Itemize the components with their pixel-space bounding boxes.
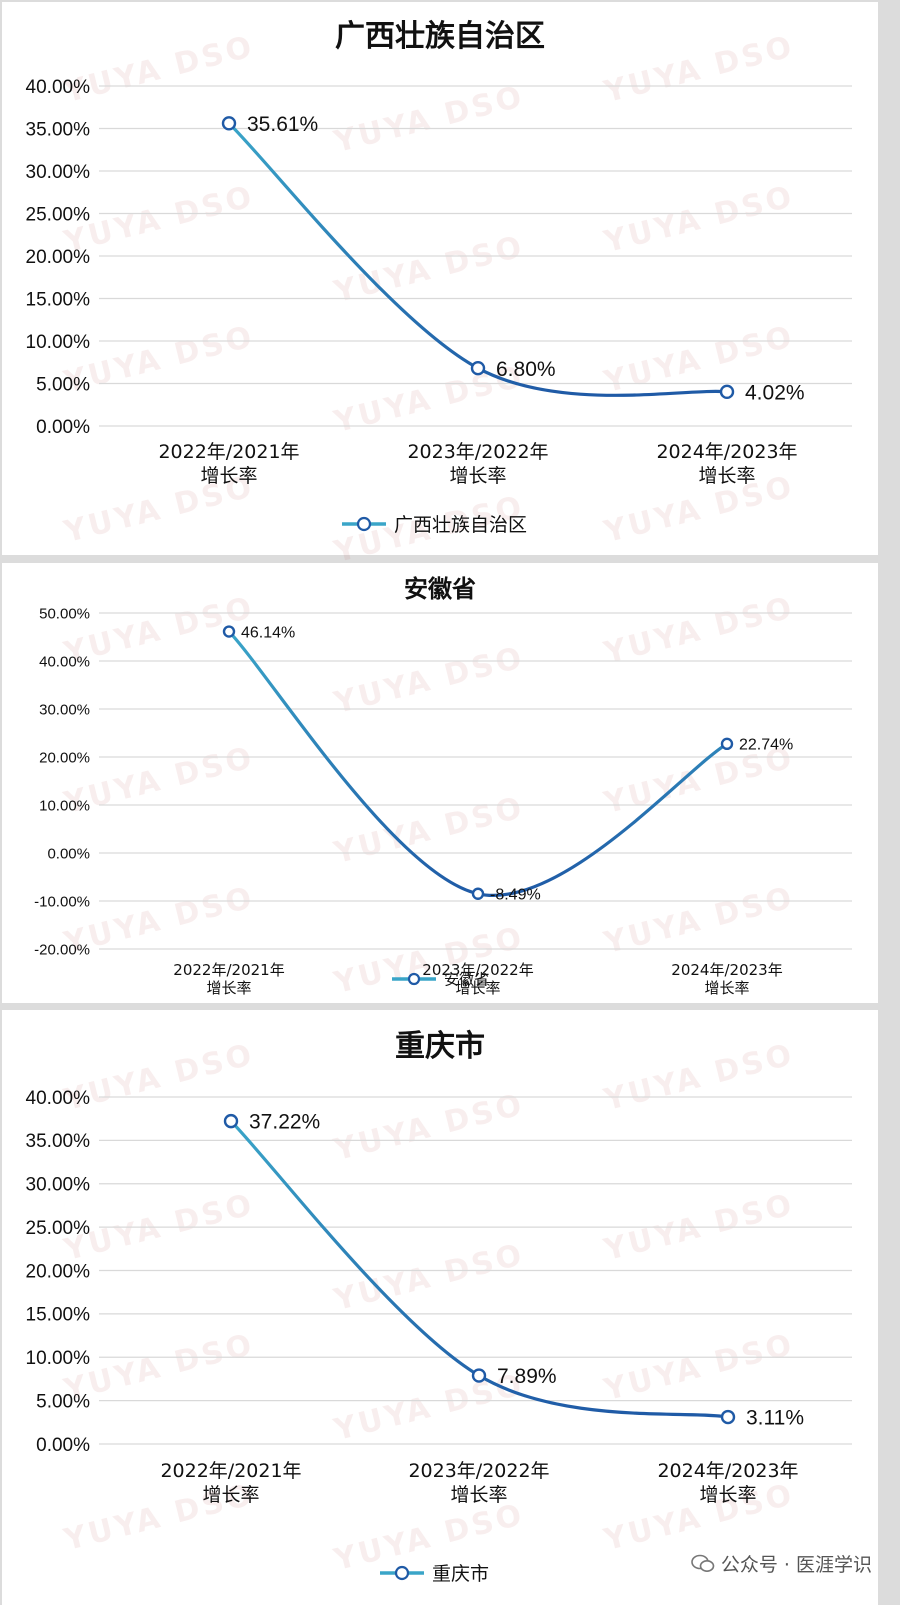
y-tick-label: 10.00%	[26, 332, 91, 353]
x-tick-label: 2022年/2021年	[158, 441, 299, 463]
legend-marker	[356, 516, 372, 532]
x-tick-label: 2024年/2023年	[657, 1460, 798, 1482]
data-label: 35.61%	[247, 113, 318, 136]
legend-marker	[407, 972, 421, 986]
legend-label: 重庆市	[432, 1563, 489, 1585]
data-point	[720, 737, 734, 751]
y-tick-label: 0.00%	[36, 417, 90, 438]
y-tick-label: 15.00%	[26, 1305, 91, 1326]
data-label: 3.11%	[746, 1407, 804, 1430]
x-tick-label: 2023年/2022年	[408, 1460, 549, 1482]
y-tick-label: 25.00%	[26, 1218, 91, 1239]
x-tick-label: 增长率	[450, 1484, 507, 1506]
data-point	[471, 887, 485, 900]
chart-panel-chongqing: YUYA DSO YUYA DSO YUYA DSO YUYA DSO YUYA DSO…	[2, 1010, 878, 1605]
y-tick-label: 20.00%	[26, 1261, 91, 1282]
line-chart: 重庆市 0.00% 5.00% 10.00% 15.00% 20.00% 25.00% 30.…	[26, 1029, 852, 1585]
y-tick-label: 5.00%	[36, 1391, 90, 1412]
series-line	[227, 121, 729, 397]
x-tick-label: 2024年/2023年	[656, 441, 797, 463]
data-point	[223, 1113, 239, 1129]
data-point	[719, 384, 735, 400]
legend-marker	[394, 1565, 410, 1581]
y-tick-label: 40.00%	[26, 1088, 91, 1109]
data-label: 7.89%	[497, 1365, 557, 1388]
data-point	[221, 116, 237, 131]
data-label: -8.49%	[490, 887, 541, 904]
y-tick-label: 40.00%	[39, 653, 90, 670]
legend-label: 安徽省	[444, 970, 489, 988]
y-tick-label: 30.00%	[26, 162, 91, 183]
x-tick-label: 2022年/2021年	[160, 1460, 301, 1482]
x-tick-label: 增长率	[704, 979, 749, 997]
x-tick-label: 增长率	[455, 979, 500, 997]
chart-panel-guangxi: YUYA DSO YUYA DSO YUYA DSO YUYA DSO YUYA DSO…	[2, 2, 878, 570]
chart-title: 安徽省	[404, 575, 476, 603]
data-label: 6.80%	[496, 358, 556, 381]
legend-label: 广西壮族自治区	[394, 514, 527, 536]
y-tick-label: 50.00%	[39, 605, 90, 622]
y-tick-label: 30.00%	[39, 701, 90, 718]
wechat-icon	[691, 1554, 715, 1574]
x-tick-label: 2023年/2022年	[422, 961, 533, 979]
data-point	[470, 361, 486, 376]
y-tick-label: 10.00%	[26, 1348, 91, 1369]
x-tick-label: 增长率	[200, 465, 257, 487]
data-label: 46.14%	[241, 624, 295, 641]
y-tick-label: 5.00%	[36, 374, 90, 395]
x-tick-label: 增长率	[699, 1484, 756, 1506]
y-tick-label: 35.00%	[26, 1131, 91, 1152]
data-label: 4.02%	[745, 381, 805, 404]
y-tick-label: 10.00%	[39, 797, 90, 814]
y-tick-label: 0.00%	[47, 845, 90, 862]
footer-watermark: 公众号 · 医涯学识	[691, 1550, 872, 1577]
x-tick-label: 增长率	[449, 465, 506, 487]
x-tick-label: 增长率	[698, 465, 755, 487]
y-tick-label: -20.00%	[34, 941, 90, 958]
line-chart: 安徽省 -20.00% -10.00% 0.00% 10.00% 20.00% 30.00%…	[34, 575, 852, 997]
y-tick-label: 30.00%	[26, 1175, 91, 1196]
y-tick-label: -10.00%	[34, 893, 90, 910]
x-tick-label: 2023年/2022年	[407, 441, 548, 463]
data-label: 37.22%	[249, 1111, 320, 1134]
line-chart: 广西壮族自治区 0.00% 5.00% 10.00% 15.00% 20.00% 25.00…	[26, 19, 852, 536]
y-tick-label: 40.00%	[26, 77, 91, 98]
y-tick-label: 15.00%	[26, 289, 91, 310]
x-tick-label: 增长率	[206, 979, 251, 997]
footer-text: 公众号 · 医涯学识	[720, 1554, 872, 1576]
chart-panel-anhui: YUYA DSO YUYA DSO YUYA DSO YUYA DSO YUYA DSO…	[2, 563, 878, 1003]
data-point	[222, 625, 236, 638]
y-tick-label: 20.00%	[39, 749, 90, 766]
chart-title: 重庆市	[395, 1029, 485, 1064]
x-tick-label: 2022年/2021年	[173, 961, 284, 979]
data-label: 22.74%	[739, 737, 793, 754]
chart-title: 广西壮族自治区	[335, 19, 545, 54]
y-tick-label: 20.00%	[26, 247, 91, 268]
data-point	[720, 1409, 736, 1425]
y-tick-label: 25.00%	[26, 204, 91, 225]
series-line	[227, 629, 729, 898]
x-tick-label: 2024年/2023年	[671, 961, 782, 979]
y-tick-label: 35.00%	[26, 119, 91, 140]
data-point	[471, 1368, 487, 1383]
x-tick-label: 增长率	[202, 1484, 259, 1506]
y-tick-label: 0.00%	[36, 1435, 90, 1456]
